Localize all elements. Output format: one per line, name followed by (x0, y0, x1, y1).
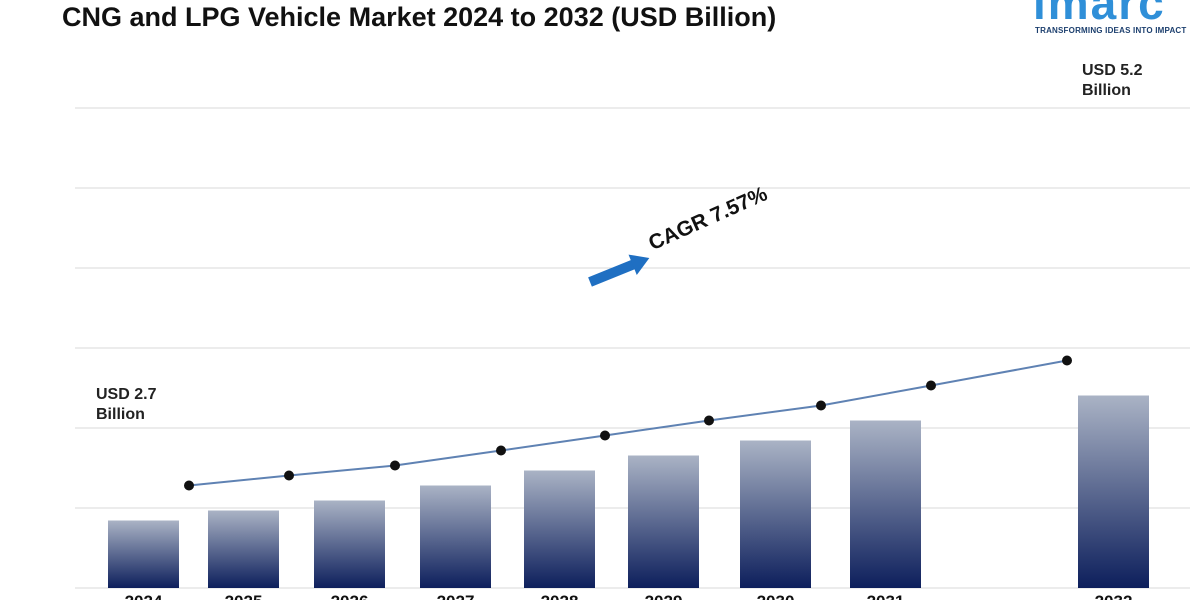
category-label-2025: 2025 (225, 592, 263, 600)
category-label-2031: 2031 (867, 592, 905, 600)
logo-wordmark: imarc (1033, 0, 1166, 29)
category-label-2024: 2024 (125, 592, 163, 600)
bar-2032 (1078, 395, 1149, 588)
trend-point-2028 (600, 430, 610, 441)
category-label-2032: 2032 (1095, 592, 1133, 600)
category-labels: 2024 2025 2026 2027 2028 2029 2030 2031 2032 (125, 592, 1133, 600)
cagr-arrow-shaft (588, 259, 637, 287)
category-label-2026: 2026 (331, 592, 369, 600)
end-value-amount: USD 5.2 (1082, 62, 1143, 79)
bar-2031 (850, 420, 921, 588)
chart-title: CNG and LPG Vehicle Market 2024 to 2032 … (62, 2, 777, 32)
bar-2026 (314, 500, 385, 588)
trend-point-2025 (284, 470, 294, 481)
bar-2027 (420, 485, 491, 588)
bar-2028 (524, 470, 595, 588)
trend-point-2024 (184, 480, 194, 491)
bar-2030 (740, 440, 811, 588)
start-value-unit: Billion (96, 406, 145, 423)
trend-point-2027 (496, 445, 506, 456)
start-value-callout: USD 2.7 Billion (96, 385, 156, 425)
trend-point-2031 (926, 380, 936, 391)
category-label-2029: 2029 (645, 592, 683, 600)
start-value-amount: USD 2.7 (96, 386, 157, 403)
category-label-2030: 2030 (757, 592, 795, 600)
trend-point-2026 (390, 460, 400, 471)
trend-point-2030 (816, 400, 826, 411)
trend-point-2029 (704, 415, 714, 426)
category-label-2027: 2027 (437, 592, 475, 600)
imarc-logo: imarc TRANSFORMING IDEAS INTO IMPACT (1033, 0, 1187, 40)
category-label-2028: 2028 (541, 592, 579, 600)
logo-tagline: TRANSFORMING IDEAS INTO IMPACT (1035, 26, 1187, 35)
end-value-callout: USD 5.2 Billion (1082, 61, 1142, 101)
bar-2025 (208, 510, 279, 588)
bar-2029 (628, 455, 699, 588)
cagr-arrow (588, 254, 650, 287)
end-value-unit: Billion (1082, 82, 1131, 99)
bar-2024 (108, 520, 179, 588)
bars (108, 395, 1149, 588)
cagr-arrow-head (628, 254, 650, 275)
trend-point-2032 (1062, 355, 1072, 366)
trend-line (184, 355, 1072, 491)
